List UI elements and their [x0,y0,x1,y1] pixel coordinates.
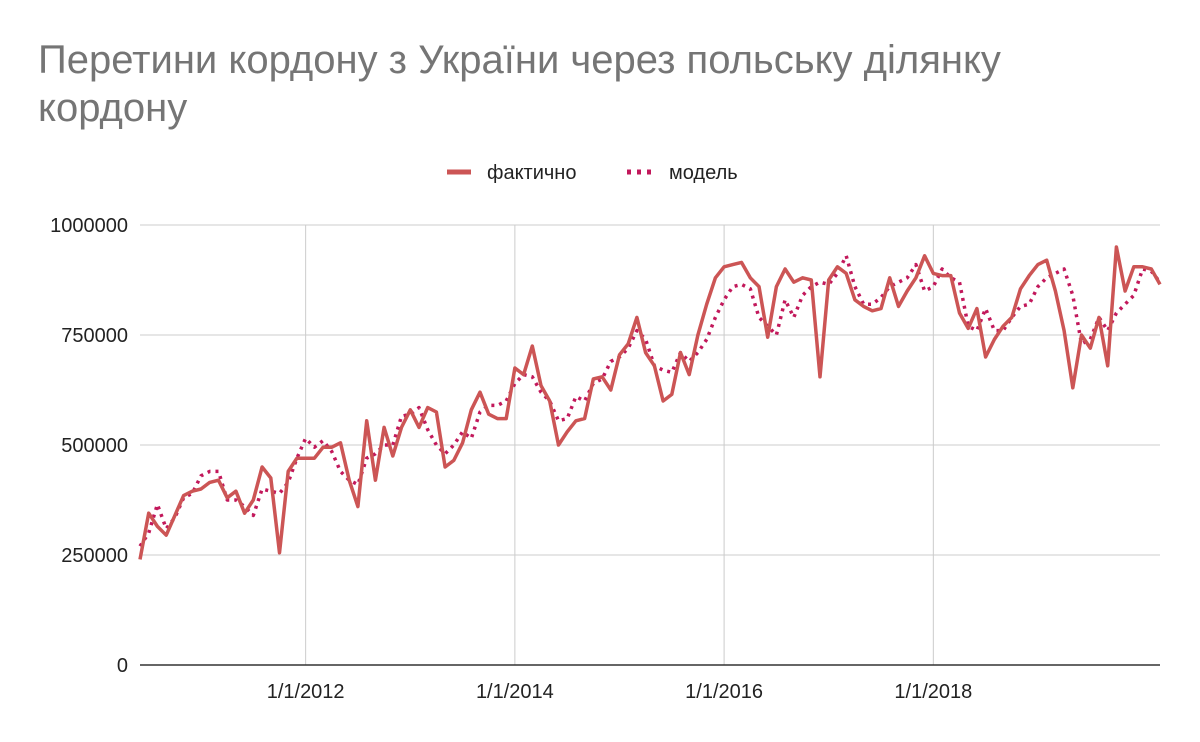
chart-title: Перетини кордону з України через польськ… [38,38,1001,130]
y-axis-tick-labels: 0 250000 500000 750000 1000000 [50,215,128,677]
gridlines [140,224,1160,665]
y-tick-label: 0 [117,655,128,677]
x-tick-label: 1/1/2014 [476,681,554,703]
x-tick-label: 1/1/2012 [267,681,345,703]
x-axis-tick-labels: 1/1/2012 1/1/2014 1/1/2016 1/1/2018 [267,681,973,703]
series-layer [138,245,1162,560]
x-tick-label: 1/1/2016 [685,681,763,703]
series-line-actual [138,245,1162,560]
y-tick-label: 750000 [61,325,128,347]
legend-label-actual: фактично [487,162,576,184]
y-tick-label: 500000 [61,435,128,457]
x-tick-label: 1/1/2018 [894,681,972,703]
y-tick-label: 1000000 [50,215,128,237]
series-line-model [138,254,1162,548]
legend-label-model: модель [669,162,738,184]
y-tick-label: 250000 [61,545,128,567]
legend: фактично модель [447,162,738,184]
